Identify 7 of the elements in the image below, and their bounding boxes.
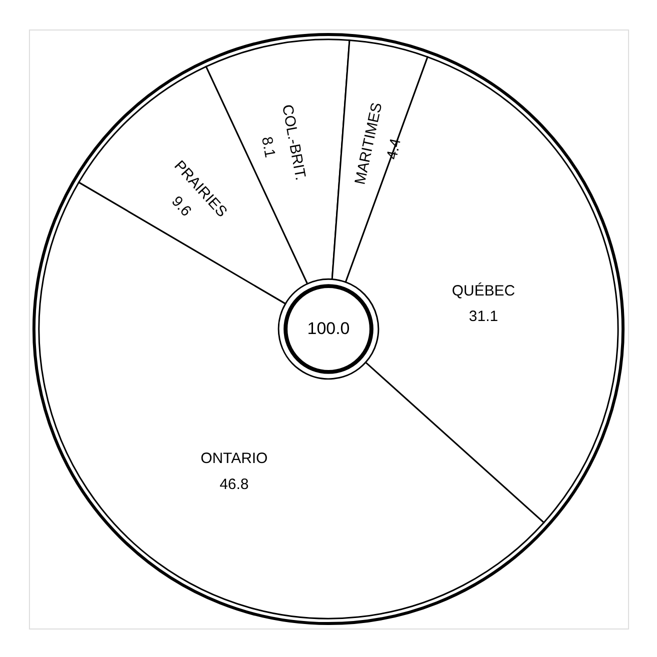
slice-label: COL.-BRIT.	[278, 103, 309, 182]
data-label: 31.1	[468, 308, 498, 326]
data-label: 46.8	[220, 476, 249, 493]
slice-label: ONTARIO	[200, 450, 268, 467]
slice-label: QUÉBEC	[452, 282, 516, 300]
text: 100.0	[307, 318, 350, 338]
data-label: 8.1	[258, 135, 278, 159]
